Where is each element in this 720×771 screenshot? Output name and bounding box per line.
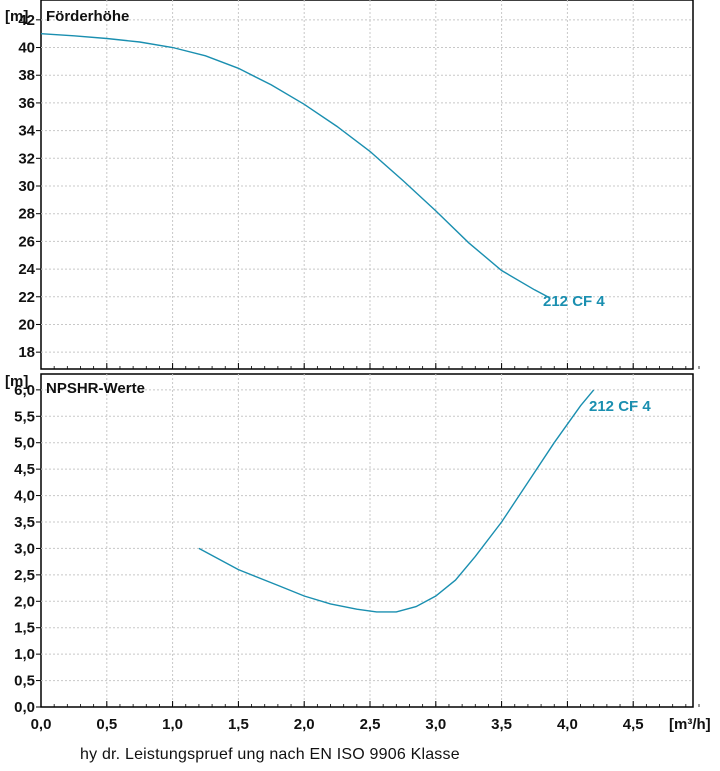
- footnote: hy dr. Leistungspruef ung nach EN ISO 99…: [80, 746, 460, 763]
- series-label: 212 CF 4: [543, 293, 605, 310]
- y-tick-label: 0,5: [14, 673, 35, 690]
- plot-frame-2: [40, 373, 694, 708]
- y-tick-label: 22: [18, 289, 35, 306]
- y-tick-label: 5,5: [14, 408, 35, 425]
- y-tick-label: 2,0: [14, 593, 35, 610]
- y-tick-label: 1,5: [14, 620, 35, 637]
- x-tick-label: 4,0: [557, 716, 578, 733]
- series-line: [198, 389, 595, 613]
- y-tick-label: 30: [18, 178, 35, 195]
- series-line: [40, 33, 549, 298]
- y-axis-label: [m]: [5, 373, 28, 390]
- y-tick-label: 1,0: [14, 646, 35, 663]
- y-tick-label: 5,0: [14, 435, 35, 452]
- y-tick-label: 3,5: [14, 514, 35, 531]
- y-tick-label: 6,0: [14, 382, 35, 399]
- y-axis-label: [m]: [5, 8, 28, 25]
- y-tick-label: 0,0: [14, 699, 35, 716]
- x-tick-label: 1,5: [228, 716, 249, 733]
- x-tick-label: 3,0: [425, 716, 446, 733]
- y-tick-label: 4,5: [14, 461, 35, 478]
- x-tick-label: 0,5: [96, 716, 117, 733]
- y-tick-label: 40: [18, 40, 35, 57]
- panel-title: Förderhöhe: [46, 8, 129, 25]
- x-tick-label: 3,5: [491, 716, 512, 733]
- panel-title: NPSHR-Werte: [46, 380, 145, 397]
- y-tick-label: 38: [18, 67, 35, 84]
- y-tick-label: 26: [18, 233, 35, 250]
- y-tick-label: 18: [18, 344, 35, 361]
- plot-frame-1: [40, 0, 694, 370]
- x-tick-label: 2,0: [294, 716, 315, 733]
- y-tick-label: 36: [18, 95, 35, 112]
- y-tick-label: 34: [18, 123, 35, 140]
- y-tick-label: 42: [18, 12, 35, 29]
- y-tick-label: 32: [18, 150, 35, 167]
- y-tick-label: 4,0: [14, 488, 35, 505]
- x-tick-label: 4,5: [623, 716, 644, 733]
- y-tick-label: 28: [18, 206, 35, 223]
- x-tick-label: 0,0: [31, 716, 52, 733]
- x-tick-label: 1,0: [162, 716, 183, 733]
- y-tick-label: 24: [18, 261, 35, 278]
- x-tick-label: 2,5: [360, 716, 381, 733]
- y-tick-label: 20: [18, 316, 35, 333]
- y-tick-label: 2,5: [14, 567, 35, 584]
- series-label: 212 CF 4: [589, 398, 651, 415]
- y-tick-label: 3,0: [14, 540, 35, 557]
- x-axis-label: [m³/h]: [669, 716, 711, 733]
